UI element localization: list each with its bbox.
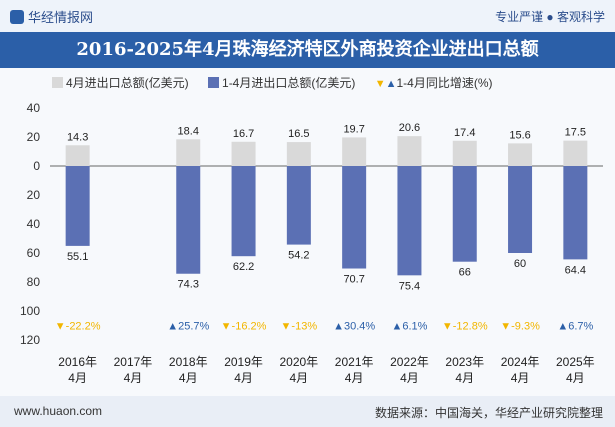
bar-cumulative — [286, 166, 311, 245]
label-monthly: 17.4 — [454, 127, 475, 139]
brand-logo-icon — [10, 10, 24, 24]
x-axis: 2016年 4月 2017年 4月 2018年 4月 2019年 4月 2020年 4月 2021年… — [58, 355, 594, 385]
label-monthly: 16.5 — [288, 128, 309, 140]
legend-item-growth: ▼▲1-4月同比增速(%) — [374, 76, 493, 90]
bar-cumulative — [176, 166, 201, 274]
y-tick-label: 60 — [27, 246, 41, 260]
bar-monthly — [397, 136, 422, 166]
label-cumulative: 66 — [459, 267, 471, 279]
top-bar: 华经情报网 专业严谨 ● 客观科学 — [0, 0, 615, 32]
data-labels: 14.3 55.1 ▼-22.2% 18.4 74.3 ▲25.7% 16.7 62.2 ▼-1… — [55, 122, 594, 332]
x-tick-label: 4月 — [290, 371, 309, 385]
bar-monthly — [452, 140, 477, 166]
brand-name: 华经情报网 — [28, 10, 94, 25]
x-tick-label: 2023年 — [445, 355, 484, 369]
tagline: 专业严谨 ● 客观科学 — [495, 10, 605, 24]
triangle-up-icon: ▲ — [385, 78, 397, 90]
y-tick-label: 100 — [20, 304, 40, 318]
x-tick-label: 4月 — [345, 371, 364, 385]
x-tick-label: 4月 — [124, 371, 143, 385]
x-tick-label: 4月 — [179, 371, 198, 385]
label-cumulative: 62.2 — [233, 261, 254, 273]
x-tick-label: 4月 — [511, 371, 530, 385]
bar-monthly — [508, 143, 533, 166]
x-tick-label: 2021年 — [335, 355, 374, 369]
label-growth: ▼-13% — [281, 321, 318, 333]
x-tick-label: 2016年 — [58, 355, 97, 369]
bar-monthly — [563, 140, 588, 166]
label-monthly: 16.7 — [233, 128, 254, 140]
label-cumulative: 54.2 — [288, 250, 309, 262]
label-monthly: 14.3 — [67, 131, 88, 143]
label-cumulative: 64.4 — [565, 264, 586, 276]
y-tick-label: 40 — [27, 217, 41, 231]
bar-monthly — [65, 145, 90, 166]
label-monthly: 17.5 — [565, 127, 586, 139]
x-tick-label: 4月 — [234, 371, 253, 385]
x-tick-label: 4月 — [68, 371, 87, 385]
label-growth: ▼-22.2% — [55, 321, 101, 333]
bars — [65, 136, 588, 276]
data-source: 数据来源：中国海关，华经产业研究院整理 — [374, 406, 603, 420]
legend-swatch-gray — [52, 77, 63, 88]
label-growth: ▼-16.2% — [221, 321, 267, 333]
x-tick-label: 2022年 — [390, 355, 429, 369]
legend-item-cumulative: 1-4月进出口总额(亿美元) — [208, 74, 355, 91]
y-tick-label: 0 — [33, 159, 40, 173]
x-tick-label: 2020年 — [279, 355, 318, 369]
bar-cumulative — [452, 166, 477, 262]
legend-item-monthly: 4月进出口总额(亿美元) — [52, 74, 189, 91]
label-growth: ▲6.7% — [557, 321, 593, 333]
bar-cumulative — [508, 166, 533, 253]
label-cumulative: 74.3 — [178, 279, 199, 291]
legend: 4月进出口总额(亿美元) 1-4月进出口总额(亿美元) ▼▲1-4月同比增速(%… — [52, 74, 509, 91]
label-monthly: 19.7 — [343, 123, 364, 135]
bar-cumulative — [563, 166, 588, 260]
label-growth: ▲25.7% — [167, 321, 209, 333]
label-monthly: 15.6 — [509, 129, 530, 141]
label-cumulative: 55.1 — [67, 251, 88, 263]
y-tick-label: 20 — [27, 188, 41, 202]
label-growth: ▲30.4% — [333, 321, 375, 333]
footer: www.huaon.com 数据来源：中国海关，华经产业研究院整理 — [0, 396, 615, 427]
y-tick-label: 20 — [27, 130, 41, 144]
x-tick-label: 2017年 — [114, 355, 153, 369]
y-axis: 40 20 0 20 40 60 80 100 120 — [20, 101, 603, 347]
label-cumulative: 70.7 — [343, 274, 364, 286]
brand[interactable]: 华经情报网 — [10, 7, 93, 26]
label-monthly: 20.6 — [399, 122, 420, 134]
y-tick-label: 80 — [27, 275, 41, 289]
triangle-down-icon: ▼ — [374, 78, 386, 90]
label-cumulative: 75.4 — [399, 280, 420, 292]
y-tick-label: 40 — [27, 101, 41, 115]
bar-monthly — [231, 141, 256, 166]
chart-svg: 40 20 0 20 40 60 80 100 120 14.3 55.1 ▼-22.2% 18.4 7… — [20, 101, 603, 385]
y-tick-label: 120 — [20, 333, 40, 347]
label-growth: ▼-12.8% — [442, 321, 488, 333]
x-tick-label: 2018年 — [169, 355, 208, 369]
bar-monthly — [286, 142, 311, 166]
label-cumulative: 60 — [514, 258, 526, 270]
x-tick-label: 2019年 — [224, 355, 263, 369]
x-tick-label: 4月 — [455, 371, 474, 385]
x-tick-label: 4月 — [400, 371, 419, 385]
bar-cumulative — [65, 166, 90, 246]
x-tick-label: 4月 — [566, 371, 585, 385]
bar-monthly — [342, 137, 367, 166]
site-url[interactable]: www.huaon.com — [14, 404, 103, 418]
legend-swatch-blue — [208, 77, 220, 88]
bar-cumulative — [231, 166, 256, 257]
bar-cumulative — [342, 166, 367, 269]
label-monthly: 18.4 — [178, 125, 199, 137]
chart-title: 2016-2025年4月珠海经济特区外商投资企业进出口总额 — [0, 32, 615, 68]
x-tick-label: 2024年 — [501, 355, 540, 369]
label-growth: ▼-9.3% — [500, 321, 540, 333]
bar-cumulative — [397, 166, 422, 276]
label-growth: ▲6.1% — [391, 321, 427, 333]
bar-monthly — [176, 139, 201, 166]
x-tick-label: 2025年 — [556, 355, 595, 369]
